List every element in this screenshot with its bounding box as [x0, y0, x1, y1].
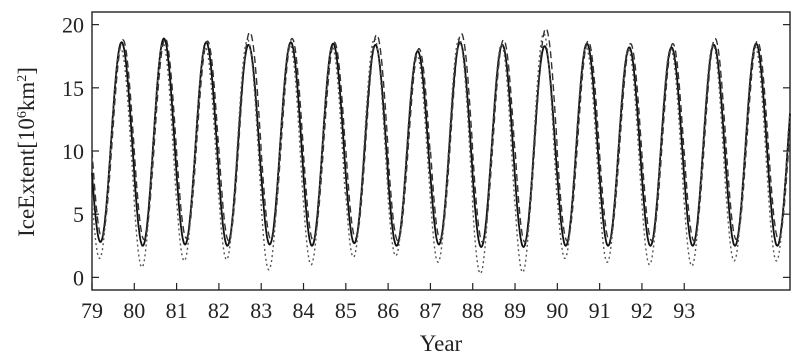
x-tick-label: 93 [673, 298, 695, 323]
y-axis-ticks: 0 5 10 15 20 [62, 13, 790, 290]
x-tick-label: 89 [504, 298, 526, 323]
series-line-solid [91, 37, 791, 249]
x-tick-label: 85 [335, 298, 357, 323]
x-tick-label: 88 [462, 298, 484, 323]
x-tick-label: 86 [377, 298, 399, 323]
x-axis-label: Year [420, 331, 463, 356]
x-tick-label: 91 [589, 298, 611, 323]
x-axis-ticks: 79 80 81 82 83 84 85 86 87 88 89 90 91 92 93 [81, 283, 695, 323]
series-layer [91, 27, 791, 275]
x-tick-label: 87 [419, 298, 441, 323]
x-tick-label: 84 [293, 298, 315, 323]
x-tick-label: 83 [250, 298, 272, 323]
y-tick-label: 10 [62, 139, 84, 164]
x-tick-label: 80 [123, 298, 145, 323]
y-axis-label: IceExtent[106km2] [14, 67, 39, 237]
y-tick-label: 15 [62, 76, 84, 101]
y-tick-label: 0 [73, 265, 84, 290]
series-line-dashed [91, 27, 791, 243]
y-tick-label: 20 [62, 13, 84, 38]
x-tick-label: 82 [208, 298, 230, 323]
x-tick-label: 92 [631, 298, 653, 323]
series-line-dotted [91, 32, 791, 275]
x-tick-label: 79 [81, 298, 103, 323]
x-tick-label: 90 [546, 298, 568, 323]
y-tick-label: 5 [73, 202, 84, 227]
x-tick-label: 81 [166, 298, 188, 323]
